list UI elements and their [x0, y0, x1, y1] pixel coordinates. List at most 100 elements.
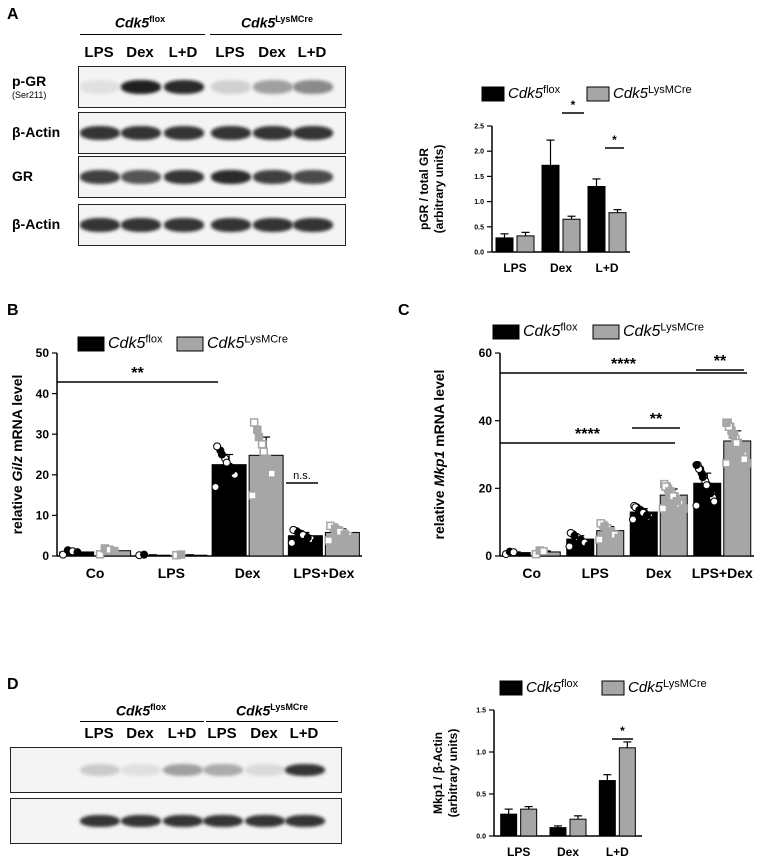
data-point	[565, 542, 574, 551]
bar-chart-b: 0 10 20 30 40 50 Co LPS Dex LPS+Dex relative Gilz …	[9, 333, 362, 581]
data-point	[539, 547, 548, 556]
blot-band	[121, 170, 161, 184]
data-point	[264, 462, 273, 471]
y-tick-label: 10	[36, 509, 50, 523]
genotype-divider-flox	[80, 34, 205, 35]
x-category-label: LPS	[582, 565, 609, 581]
data-point	[658, 504, 668, 513]
legend-entry: Cdk5LysMCre	[613, 84, 692, 102]
significance-ns-label: n.s.	[293, 470, 311, 482]
blot-band	[121, 218, 161, 232]
genotype-label-cre: Cdk5LysMCre	[241, 14, 313, 31]
blot-strip	[78, 156, 346, 198]
blot-band	[80, 218, 120, 232]
significance-star: ****	[575, 426, 601, 443]
data-point	[211, 482, 220, 491]
blot-band	[121, 764, 161, 776]
data-point	[267, 469, 276, 478]
y-tick-label: 20	[479, 482, 493, 496]
y-tick-label: 1.0	[474, 199, 484, 206]
genotype-label-cre: Cdk5LysMCre	[236, 702, 308, 719]
y-tick-label: 60	[479, 346, 493, 360]
blot-band	[211, 126, 251, 140]
bar	[500, 813, 518, 837]
legend-swatch	[176, 336, 204, 352]
legend-swatch	[492, 324, 520, 340]
data-point	[692, 460, 701, 469]
genotype-divider-cre	[210, 34, 342, 35]
data-point	[253, 425, 262, 434]
blot-band	[211, 170, 251, 184]
data-point	[227, 466, 236, 475]
lane-label: LPS	[207, 725, 237, 742]
legend-entry: Cdk5LysMCre	[628, 678, 707, 696]
lane-label: LPS	[215, 44, 245, 61]
data-point	[235, 478, 244, 487]
x-category-label: Dex	[550, 261, 572, 275]
significance-star: *	[571, 98, 576, 112]
data-point	[176, 550, 186, 559]
legend-entry: Cdk5LysMCre	[623, 321, 704, 340]
y-axis-label: Mkp1 / β-Actin	[431, 732, 445, 814]
blot-row-label: β-Actin	[12, 124, 61, 140]
data-point	[672, 496, 682, 506]
data-point	[249, 418, 259, 427]
legend-swatch	[592, 324, 620, 340]
x-category-label: L+D	[595, 261, 618, 275]
blot-band	[253, 80, 293, 94]
data-point	[257, 440, 267, 449]
data-point	[739, 454, 749, 464]
y-tick-label: 0.0	[476, 833, 486, 840]
lane-label: LPS	[84, 725, 114, 742]
data-point	[217, 450, 226, 459]
y-tick-label: 0.5	[476, 791, 486, 798]
blot-band	[253, 126, 293, 140]
blot-row-label: GR	[12, 168, 33, 184]
y-tick-label: 20	[36, 468, 50, 482]
data-point	[213, 442, 222, 451]
bar	[618, 747, 636, 837]
blot-band	[211, 80, 251, 94]
blot-strip	[78, 204, 346, 246]
blot-band	[245, 764, 285, 776]
blot-strip	[78, 66, 346, 108]
data-point	[614, 533, 623, 543]
y-tick-label: 1.5	[476, 707, 486, 714]
legend-swatch	[481, 86, 505, 102]
x-category-label: LPS	[507, 845, 530, 857]
data-point	[311, 537, 320, 546]
blot-band	[80, 764, 120, 776]
blot-band	[121, 815, 161, 827]
data-point	[584, 541, 593, 550]
data-point	[728, 430, 738, 440]
blot-row-label: β-Actin	[12, 216, 61, 232]
blot-band	[163, 815, 203, 827]
legend-entry: Cdk5LysMCre	[207, 333, 288, 352]
y-tick-label: 2.5	[474, 123, 484, 130]
genotype-divider-cre	[206, 721, 338, 722]
y-tick-label: 2.0	[474, 149, 484, 156]
panel-letter-c: C	[398, 302, 410, 319]
lane-label: Dex	[126, 725, 154, 742]
bar	[608, 212, 627, 253]
bar	[541, 164, 560, 253]
data-point	[722, 459, 731, 468]
data-point	[706, 489, 715, 498]
data-point	[303, 533, 312, 542]
legend-entry: Cdk5flox	[526, 678, 579, 696]
data-point	[95, 550, 105, 559]
data-point	[600, 522, 609, 531]
legend-swatch	[499, 680, 523, 696]
bar	[211, 464, 247, 557]
data-point	[248, 491, 257, 500]
legend-swatch	[601, 680, 625, 696]
blot-band	[293, 218, 333, 232]
x-category-label: Dex	[557, 845, 579, 857]
blot-band	[80, 80, 120, 94]
blot-band	[80, 170, 120, 184]
data-point	[679, 504, 688, 513]
genotype-divider-flox	[80, 721, 204, 722]
blot-row-label: p-GR (Ser211)	[12, 73, 47, 100]
lane-label: LPS	[84, 44, 114, 61]
data-point	[110, 546, 119, 556]
